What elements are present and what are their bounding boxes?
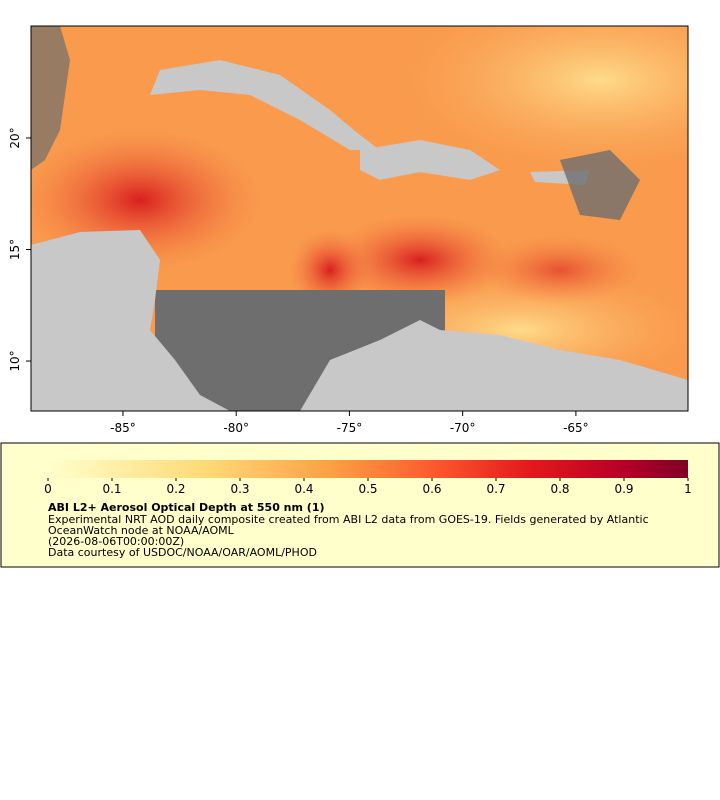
y-tick-label: 10° <box>8 350 22 371</box>
colorbar-tick-label: 0.4 <box>294 482 313 496</box>
colorbar-tick-label: 1 <box>684 482 692 496</box>
colorbar-tick-label: 0.6 <box>422 482 441 496</box>
colorbar-tick-label: 0.7 <box>486 482 505 496</box>
x-tick-label: -85° <box>110 421 136 435</box>
map-frame <box>30 25 689 412</box>
colorbar-tick-label: 0.5 <box>358 482 377 496</box>
colorbar-tick-label: 0.1 <box>102 482 121 496</box>
x-tick-label: -75° <box>337 421 363 435</box>
colorbar <box>48 460 688 478</box>
y-tick-label: 15° <box>8 239 22 260</box>
legend-title: ABI L2+ Aerosol Optical Depth at 550 nm … <box>48 501 325 514</box>
y-tick-label: 20° <box>8 127 22 148</box>
colorbar-tick-label: 0.3 <box>230 482 249 496</box>
colorbar-tick-label: 0 <box>44 482 52 496</box>
map-raster <box>31 26 688 411</box>
x-tick-label: -80° <box>223 421 249 435</box>
legend-line: OceanWatch node at NOAA/AOML <box>48 524 235 537</box>
legend-line: Data courtesy of USDOC/NOAA/OAR/AOML/PHO… <box>48 546 317 559</box>
legend-line: (2026-08-06T00:00:00Z) <box>48 535 184 548</box>
legend-line: Experimental NRT AOD daily composite cre… <box>48 513 649 526</box>
colorbar-tick-label: 0.8 <box>550 482 569 496</box>
colorbar-tick-label: 0.2 <box>166 482 185 496</box>
x-tick-label: -70° <box>450 421 476 435</box>
colorbar-tick-label: 0.9 <box>614 482 633 496</box>
x-tick-label: -65° <box>563 421 589 435</box>
